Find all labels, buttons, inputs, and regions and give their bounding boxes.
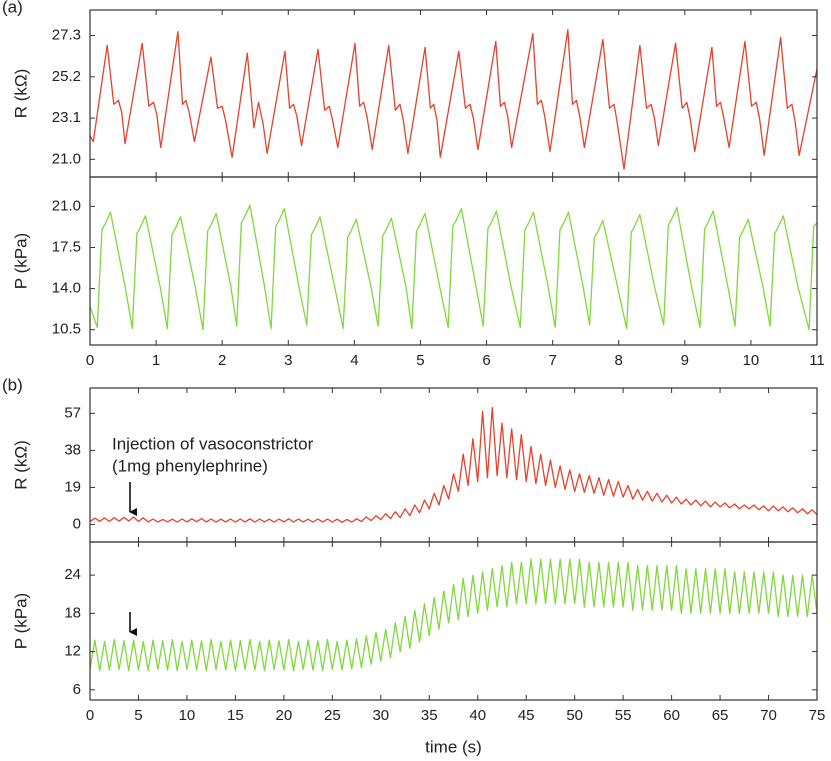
data-line xyxy=(90,29,817,170)
x-tick-label: 3 xyxy=(284,352,292,369)
y-axis-label: P (kPa) xyxy=(11,593,30,649)
y-tick-label: 0 xyxy=(73,515,81,532)
x-tick-label: 50 xyxy=(566,707,583,724)
y-tick-label: 19 xyxy=(64,478,81,495)
y-tick-label: 17.5 xyxy=(52,238,81,255)
y-tick-label: 25.2 xyxy=(52,68,81,85)
x-tick-label: 65 xyxy=(712,707,729,724)
data-line xyxy=(90,558,817,672)
y-tick-label: 24 xyxy=(64,566,81,583)
x-tick-label: 8 xyxy=(615,352,623,369)
x-tick-label: 11 xyxy=(809,352,825,369)
panel-label: (b) xyxy=(2,375,23,394)
plot: 21.0 23.1 25.2 27.3 R (kΩ) (a) xyxy=(2,0,818,178)
x-tick-label: 0 xyxy=(86,352,94,369)
x-tick-label: 6 xyxy=(482,352,490,369)
plot-frame xyxy=(89,9,818,178)
x-tick-label: 40 xyxy=(469,707,486,724)
y-tick-label: 21.0 xyxy=(52,197,81,214)
y-axis-label: R (kΩ) xyxy=(11,440,30,490)
x-axis-label: time (s) xyxy=(425,737,482,756)
annotation: (1mg phenylephrine) xyxy=(112,456,268,475)
plot: 0 19 38 57 R (kΩ) (b) Injection of vasoconstri… xyxy=(2,375,818,543)
x-tick-label: 5 xyxy=(134,707,142,724)
y-axis-label: R (kΩ) xyxy=(11,69,30,119)
x-tick-label: 30 xyxy=(372,707,389,724)
y-tick-label: 21.0 xyxy=(52,150,81,167)
x-tick-label: 2 xyxy=(218,352,226,369)
y-tick-label: 14.0 xyxy=(52,280,81,297)
x-tick-label: 75 xyxy=(809,707,826,724)
x-tick-label: 15 xyxy=(227,707,244,724)
x-tick-label: 20 xyxy=(276,707,293,724)
x-tick-label: 9 xyxy=(681,352,689,369)
y-tick-label: 10.5 xyxy=(52,321,81,338)
data-line xyxy=(90,204,817,331)
y-axis-label: P (kPa) xyxy=(11,233,30,289)
y-tick-label: 12 xyxy=(64,643,81,660)
y-tick-label: 57 xyxy=(64,404,81,421)
data-line xyxy=(90,406,817,523)
y-tick-label: 23.1 xyxy=(52,109,81,126)
x-tick-label: 4 xyxy=(350,352,358,369)
x-tick-label: 70 xyxy=(760,707,777,724)
x-tick-label: 10 xyxy=(743,352,760,369)
panel-label: (a) xyxy=(2,0,23,16)
x-tick-label: 25 xyxy=(324,707,341,724)
x-tick-label: 0 xyxy=(86,707,94,724)
x-tick-label: 5 xyxy=(416,352,424,369)
plot: 10.5 14.0 17.5 21.0 0 1 2 3 4 5 6 7 8 9 10 11 P (kPa) xyxy=(11,176,825,369)
x-tick-label: 10 xyxy=(179,707,196,724)
x-tick-label: 35 xyxy=(421,707,438,724)
annotation: Injection of vasoconstrictor xyxy=(112,434,314,453)
y-tick-label: 38 xyxy=(64,441,81,458)
y-tick-label: 6 xyxy=(73,681,81,698)
x-tick-label: 55 xyxy=(615,707,632,724)
y-tick-label: 27.3 xyxy=(52,27,81,44)
plot: 6 12 18 24 0 5 10 15 20 25 30 35 40 45 50 55 60 65 70 75 P (… xyxy=(11,541,826,756)
plot-frame xyxy=(89,541,818,701)
plot-frame xyxy=(89,176,818,346)
x-tick-label: 7 xyxy=(548,352,556,369)
y-tick-label: 18 xyxy=(64,604,81,621)
x-tick-label: 60 xyxy=(663,707,680,724)
x-tick-label: 45 xyxy=(518,707,535,724)
x-tick-label: 1 xyxy=(152,352,160,369)
